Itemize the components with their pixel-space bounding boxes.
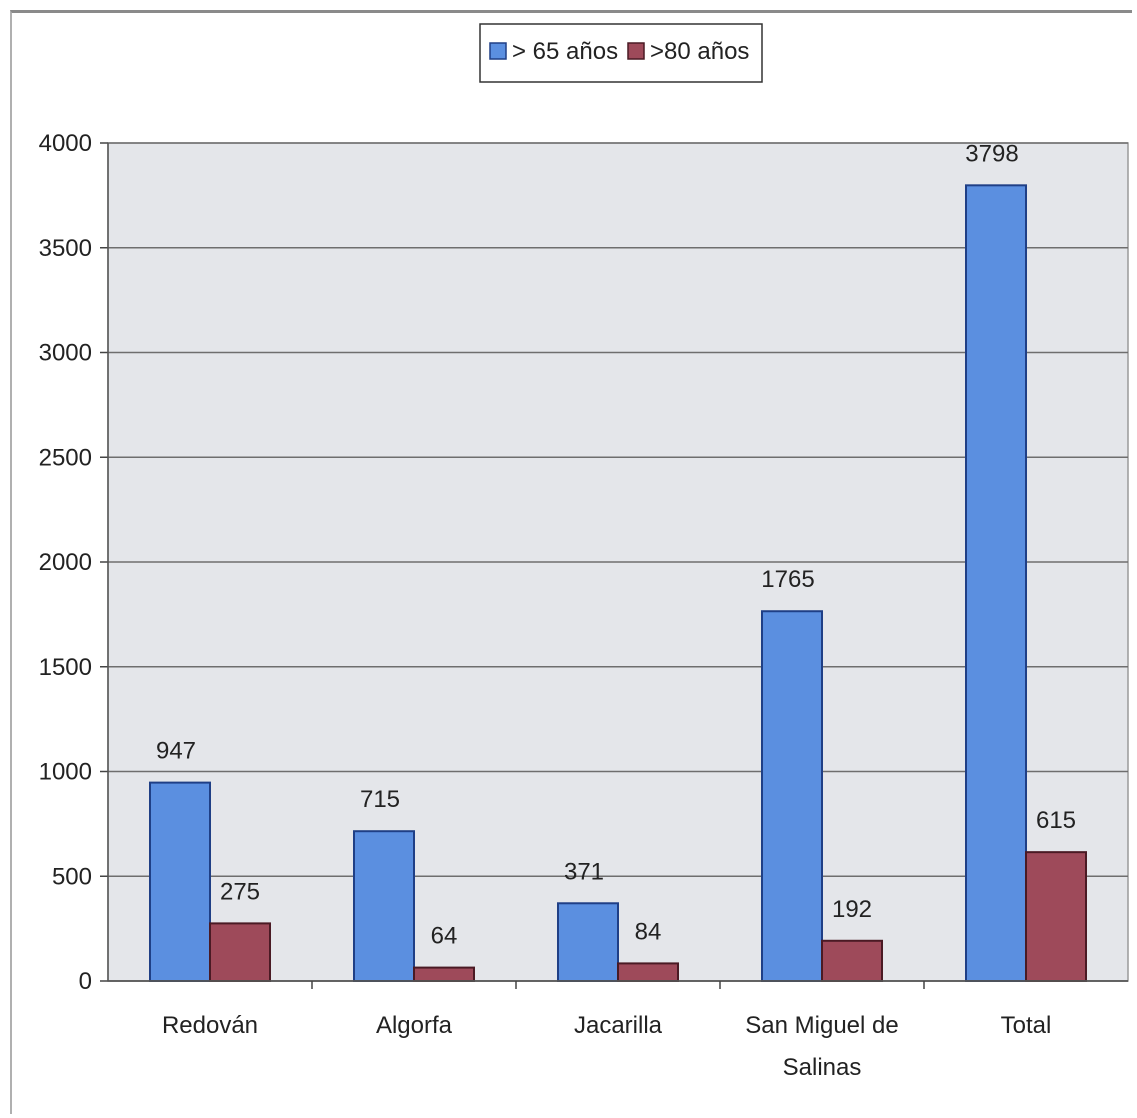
bar-over80 [821,939,883,982]
data-label: 715 [360,786,400,813]
data-label: 3798 [965,140,1018,167]
data-label: 275 [220,878,260,905]
y-tick-label: 2500 [39,444,92,471]
y-tick-label: 2000 [39,549,92,576]
x-tick-label: Jacarilla [574,1012,663,1039]
data-label: 1765 [761,566,814,593]
data-label: 84 [635,918,662,945]
gridlines [108,142,1128,878]
bar-over65 [353,830,415,983]
data-labels: 947 275 715 64 371 84 1765 192 3798 615 [156,140,1076,949]
data-label: 615 [1036,807,1076,834]
x-tick-label: Salinas [783,1054,862,1081]
y-tick-label: 4000 [39,130,92,157]
bar-over65 [965,184,1027,983]
data-label: 192 [832,896,872,923]
x-tick-label: Algorfa [376,1012,453,1039]
y-tick-label: 3000 [39,340,92,367]
data-label: 947 [156,738,196,765]
legend-label: > 65 años [512,38,618,65]
y-tick-label: 3500 [39,235,92,262]
y-tick-label: 0 [79,968,92,995]
bar-over80 [617,962,679,982]
x-tick-label: Redován [162,1012,258,1039]
bar-over65 [557,902,619,983]
chart-frame [10,10,1132,1114]
y-tick-label: 1000 [39,759,92,786]
y-tick-label: 500 [52,863,92,890]
bar-over80 [413,966,475,982]
data-label: 371 [564,858,604,885]
x-tick-label: Total [1001,1012,1052,1039]
y-axis: 0 500 1000 1500 2000 2500 3000 3500 4000 [39,130,109,995]
bar-over65 [149,781,211,983]
bar-over80 [209,922,271,983]
legend: > 65 años >80 años [479,23,763,83]
data-label: 64 [431,923,458,950]
legend-swatch [489,42,507,60]
legend-box [479,23,763,83]
bars [149,184,1087,983]
x-tick-label: San Miguel de [745,1012,898,1039]
legend-label: >80 años [650,38,749,65]
bar-over65 [761,610,823,982]
legend-swatch [627,42,645,60]
bar-over80 [1025,851,1087,982]
y-tick-label: 1500 [39,654,92,681]
x-axis: Redován Algorfa Jacarilla San Miguel de Sali… [108,980,1128,1081]
